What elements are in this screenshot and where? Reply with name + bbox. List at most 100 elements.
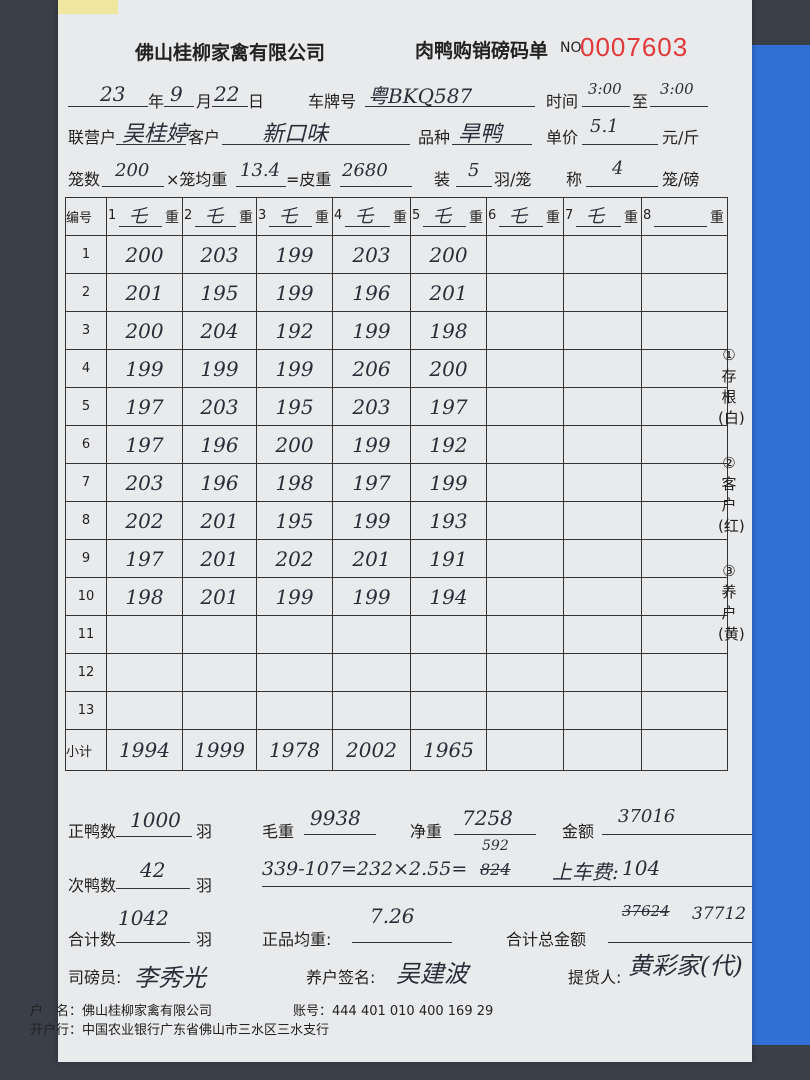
weight-cell: 199 — [332, 311, 411, 350]
weight-cell: 194 — [410, 577, 487, 616]
weight-cell: 199 — [182, 349, 257, 388]
copy-note-white: ①存根(白) — [718, 346, 745, 427]
weight-cell: 201 — [410, 273, 487, 312]
weight-cell — [563, 691, 642, 730]
table-row: 4 199 199 199 206 200 — [65, 349, 728, 388]
weight-cell: 198 — [106, 577, 183, 616]
weight-cell — [563, 235, 642, 274]
column-number: 1 — [108, 208, 117, 223]
table-row: 2 201 195 199 196 201 — [65, 273, 728, 312]
calculation-struck: 824 — [480, 860, 511, 879]
column-number: 8 — [643, 208, 652, 223]
plate-label: 车牌号 — [308, 92, 357, 111]
weight-cell: 199 — [256, 349, 333, 388]
net-label: 净重 — [410, 822, 443, 841]
weight-cell: 200 — [410, 235, 487, 274]
weight-cell — [486, 539, 564, 578]
weight-cell: 199 — [106, 349, 183, 388]
weight-cell — [641, 577, 728, 616]
weight-cell — [563, 387, 642, 426]
weight-cell — [332, 691, 411, 730]
weight-cell — [486, 577, 564, 616]
weight-cell: 201 — [332, 539, 411, 578]
row-number: 3 — [65, 311, 107, 350]
price-unit: 元/斤 — [662, 128, 700, 147]
weight-cell: 195 — [256, 387, 333, 426]
avg-cage-value: 13.4 — [240, 160, 281, 181]
table-row: 11 — [65, 615, 728, 654]
amount-label: 金额 — [562, 822, 595, 841]
tare-label: =皮重 — [286, 170, 332, 189]
copy-note-red: ②客户(红) — [718, 454, 745, 535]
row-number: 11 — [65, 615, 107, 654]
weight-cell — [486, 387, 564, 426]
column-mark: 乇 — [509, 206, 527, 227]
weight-cell — [641, 425, 728, 464]
row-number: 5 — [65, 387, 107, 426]
weight-cell — [106, 691, 183, 730]
year-label: 年 — [148, 92, 165, 111]
calculation-corrected: 592 — [482, 838, 509, 854]
weight-cell — [486, 463, 564, 502]
pickup-label: 提货人: — [568, 968, 622, 987]
day-label: 日 — [248, 92, 265, 111]
serial-number: 0007603 — [580, 32, 689, 62]
column-number: 3 — [258, 208, 267, 223]
pack-label: 装 — [434, 170, 451, 189]
weight-cell — [486, 349, 564, 388]
row-number: 9 — [65, 539, 107, 578]
weigh-label: 称 — [566, 170, 583, 189]
weigh-value: 4 — [612, 158, 624, 179]
weight-cell — [641, 349, 728, 388]
weight-cell — [641, 463, 728, 502]
net-value: 7258 — [462, 806, 513, 830]
bank-name: 开户行：中国农业银行广东省佛山市三水区三水支行 — [30, 1023, 330, 1038]
day-value: 22 — [214, 82, 240, 106]
weight-cell — [641, 235, 728, 274]
table-row: 12 — [65, 653, 728, 692]
weight-cell: 200 — [106, 235, 183, 274]
month-label: 月 — [196, 92, 213, 111]
weight-cell — [410, 691, 487, 730]
weight-cell: 201 — [182, 577, 257, 616]
month-value: 9 — [170, 82, 183, 106]
row-number: 6 — [65, 425, 107, 464]
to-label: 至 — [632, 92, 649, 111]
weight-cell: 195 — [256, 501, 333, 540]
subtotal-cell: 1999 — [182, 729, 257, 771]
weight-cell: 202 — [106, 501, 183, 540]
weight-cell — [641, 539, 728, 578]
pack-value: 5 — [468, 160, 480, 181]
good-ducks-label: 正鸭数 — [68, 822, 117, 841]
weight-cell: 201 — [182, 501, 257, 540]
weight-cell — [563, 577, 642, 616]
weight-table: 编号 1 乇重 2 乇重 3 乇重 4 乇重 5 乇重 6 乇重 7 乇重 8 重 1 200 203 199 203 20… — [65, 197, 728, 771]
total-count-value: 1042 — [118, 906, 169, 930]
grand-total-value: 37712 — [692, 904, 747, 924]
year-value: 23 — [100, 82, 126, 106]
weight-cell: 192 — [256, 311, 333, 350]
weight-cell: 203 — [182, 235, 257, 274]
no-header: 编号 — [65, 197, 107, 236]
sub-ducks-unit: 羽 — [196, 876, 213, 895]
weight-cell — [563, 425, 642, 464]
weight-cell: 199 — [256, 273, 333, 312]
row-number: 4 — [65, 349, 107, 388]
weight-cell — [641, 501, 728, 540]
weight-cell — [410, 653, 487, 692]
weight-cell — [486, 653, 564, 692]
customer-label: 客户 — [188, 128, 221, 147]
subtotal-row: 小计 1994 1999 1978 2002 1965 — [65, 729, 728, 771]
good-ducks-unit: 羽 — [196, 822, 213, 841]
company-name: 佛山桂柳家禽有限公司 — [135, 42, 326, 64]
total-count-label: 合计数 — [68, 930, 117, 949]
table-row: 6 197 196 200 199 192 — [65, 425, 728, 464]
weight-cell: 199 — [256, 577, 333, 616]
weight-cell: 199 — [332, 425, 411, 464]
subtotal-cell: 2002 — [332, 729, 411, 771]
weight-label: 重 — [165, 210, 179, 226]
